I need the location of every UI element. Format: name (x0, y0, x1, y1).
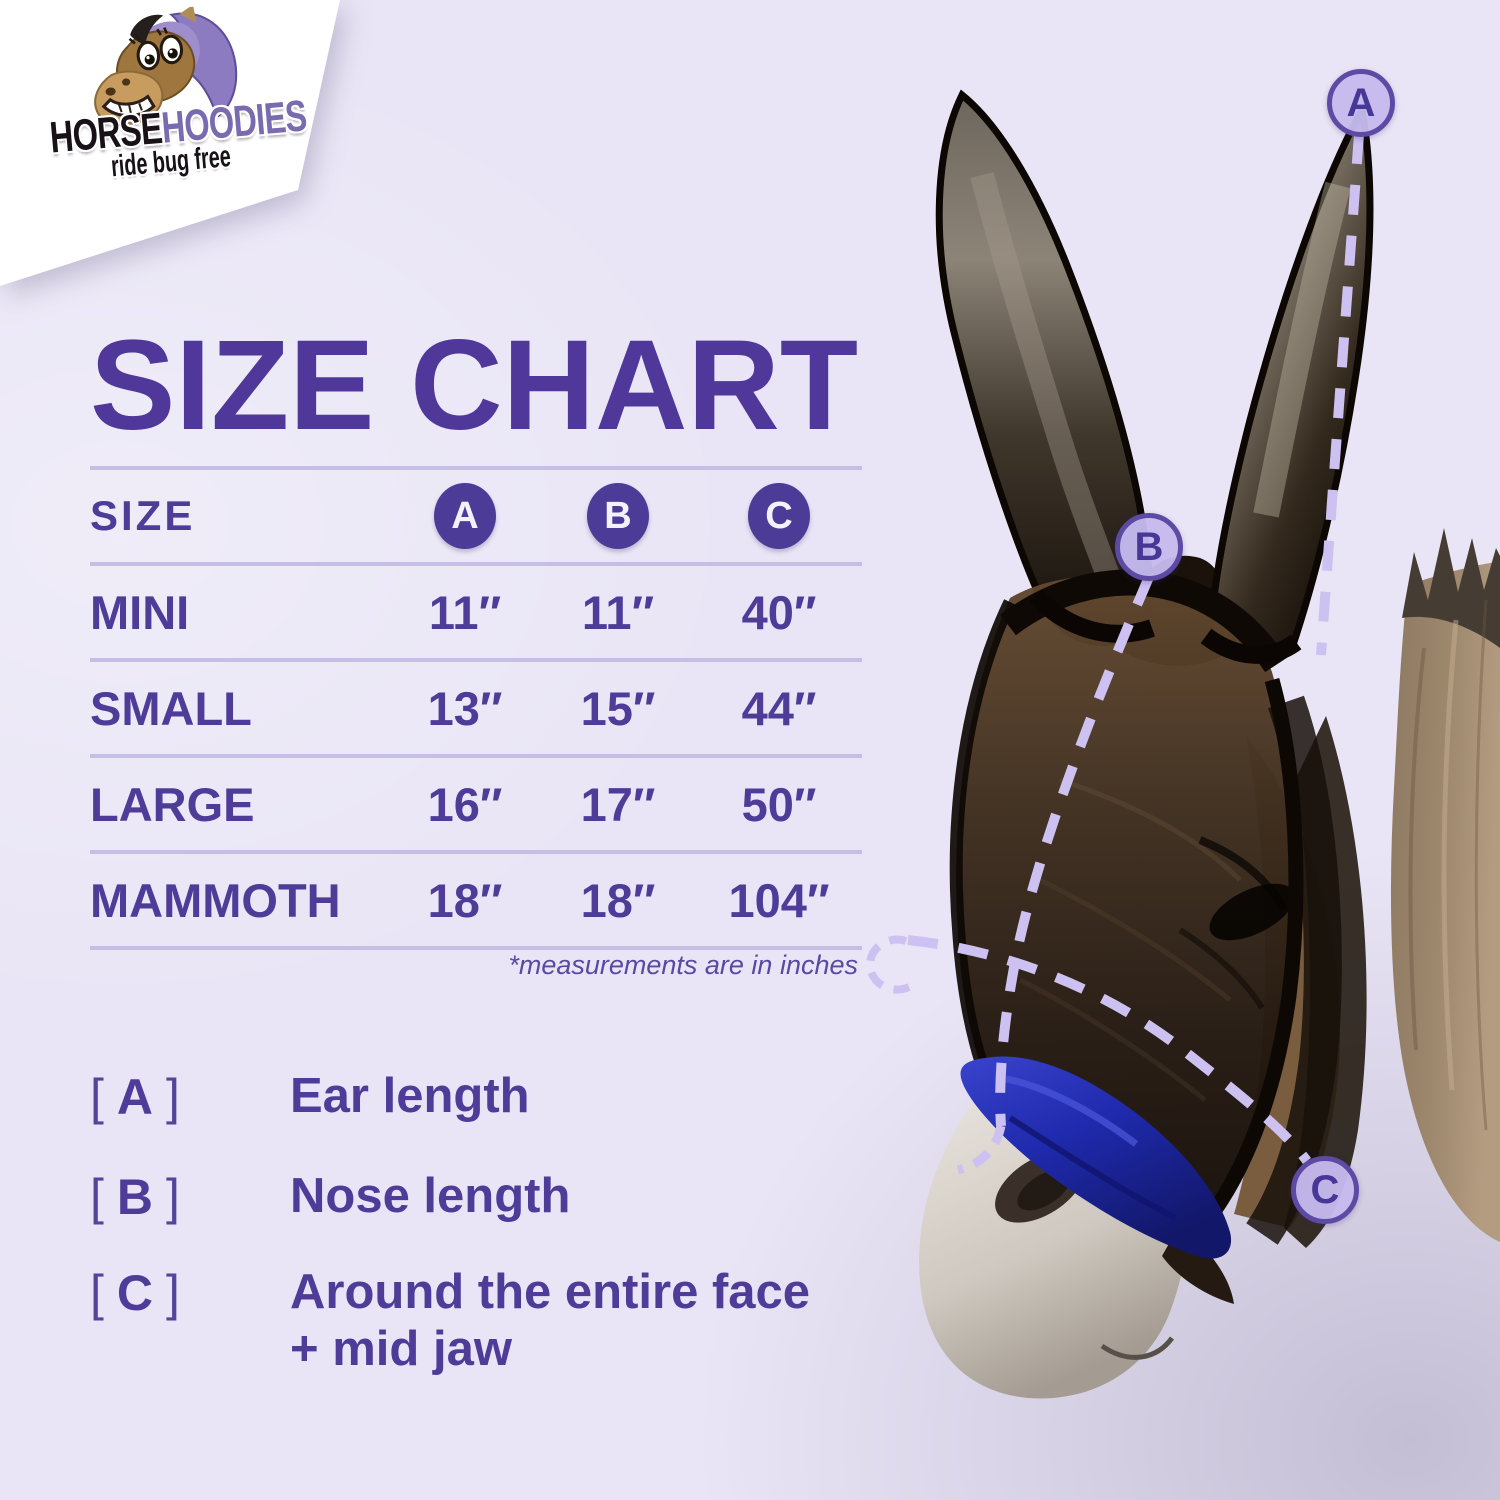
noseband-crease (1008, 1115, 1178, 1221)
measure-line-c-start-arc (866, 935, 911, 994)
size-name: MAMMOTH (90, 873, 341, 927)
legend-label-line2: + mid jaw (290, 1322, 512, 1376)
noseband-blue (960, 1056, 1232, 1259)
badge-c: C (748, 483, 810, 549)
legend-key-a: [A] (90, 1068, 290, 1126)
donkey-muzzle (919, 1092, 1187, 1399)
size-column-header: SIZE (90, 492, 196, 539)
badge-b: B (587, 483, 649, 549)
value-a: 16″ (427, 777, 503, 831)
measure-line-a (1316, 133, 1364, 656)
bracket-close: ] (166, 1069, 180, 1125)
value-b: 15″ (580, 681, 656, 735)
value-a: 11″ (428, 585, 502, 639)
bracket-open: [ (90, 1265, 104, 1321)
value-c: 44″ (741, 681, 817, 735)
legend-item-b: [B] Nose length (90, 1168, 570, 1226)
legend-letter: C (116, 1265, 154, 1321)
legend-item-c: [C] Around the entire face + mid jaw (90, 1264, 810, 1378)
ear-base-band-right (1200, 628, 1302, 664)
legend-letter: A (116, 1069, 154, 1125)
neck-fur-highlight (1441, 619, 1459, 1091)
donkey-mouth (1100, 1336, 1175, 1360)
horse-hoodie-icon (94, 4, 238, 127)
donkey-mane-tufts (1402, 528, 1500, 648)
value-c: 40″ (741, 585, 817, 639)
table-row-mammoth: MAMMOTH 18″ 18″ 104″ (90, 854, 862, 950)
value-a: 13″ (427, 681, 503, 735)
measurements-footnote: *measurements are in inches (508, 950, 858, 980)
legend-letter: B (116, 1169, 154, 1225)
bracket-open: [ (90, 1069, 104, 1125)
marker-b: B (1115, 513, 1183, 581)
neck-fur-shading (1408, 647, 1426, 1051)
bracket-close: ] (166, 1265, 180, 1321)
legend-label: Around the entire face + mid jaw (290, 1264, 810, 1378)
col-badge-c-wrap: C (696, 483, 862, 549)
ear-base-band-left (1029, 589, 1155, 643)
value-b: 17″ (580, 777, 656, 831)
noseband-highlight (999, 1074, 1139, 1147)
size-table: SIZE A B C MINI 11″ 11″ 40″ SMALL 13″ 15… (90, 466, 862, 950)
logo-panel-shape (0, 0, 340, 286)
table-row-small: SMALL 13″ 15″ 44″ (90, 662, 862, 758)
value-c: 104″ (728, 873, 830, 927)
bracket-open: [ (90, 1169, 104, 1225)
mask-wrinkle-2 (1038, 877, 1232, 1002)
page-title: SIZE CHART (90, 314, 858, 457)
left-ear-sheen (970, 171, 1124, 591)
value-b: 18″ (580, 873, 656, 927)
value-a: 18″ (427, 873, 503, 927)
mask-edge-right (1192, 678, 1304, 1237)
legend-label: Nose length (290, 1168, 570, 1225)
mask-edge-right-outer (1246, 695, 1342, 1245)
mask-wrinkle-1 (1059, 777, 1242, 882)
legend-label: Ear length (290, 1068, 530, 1125)
value-c: 50″ (741, 777, 817, 831)
col-badge-a-wrap: A (390, 483, 540, 549)
legend-label-line1: Ear length (290, 1069, 530, 1123)
measure-line-b (995, 575, 1154, 1127)
eye-wrinkle (1198, 836, 1288, 912)
logo-panel: HORSEHOODIES ride bug free (0, 0, 420, 325)
bracket-close: ] (166, 1169, 180, 1225)
col-badge-b-wrap: B (540, 483, 696, 549)
measure-line-c (907, 935, 1312, 1164)
size-name: LARGE (90, 777, 255, 831)
eye-wrinkle-2 (1178, 927, 1265, 1010)
size-table-header: SIZE A B C (90, 470, 862, 566)
legend-label-line1: Nose length (290, 1169, 571, 1223)
value-b: 11″ (581, 585, 655, 639)
measure-line-b-end-arc (956, 1124, 1006, 1175)
size-name: SMALL (90, 681, 252, 735)
mask-wrinkle-3 (1018, 977, 1207, 1102)
brand-logo: HORSEHOODIES ride bug free (1, 0, 320, 183)
legend-item-a: [A] Ear length (90, 1068, 530, 1126)
marker-c: C (1291, 1156, 1359, 1224)
table-row-mini: MINI 11″ 11″ 40″ (90, 566, 862, 662)
marker-a: A (1327, 69, 1395, 137)
size-name: MINI (90, 585, 190, 639)
neck-fur-shading-2 (1474, 599, 1488, 1131)
right-ear-sheen (1253, 181, 1351, 518)
badge-a: A (434, 483, 496, 549)
table-row-large: LARGE 16″ 17″ 50″ (90, 758, 862, 854)
legend-label-line1: Around the entire face (290, 1265, 811, 1319)
legend-key-b: [B] (90, 1168, 290, 1226)
legend-key-c: [C] (90, 1264, 290, 1322)
